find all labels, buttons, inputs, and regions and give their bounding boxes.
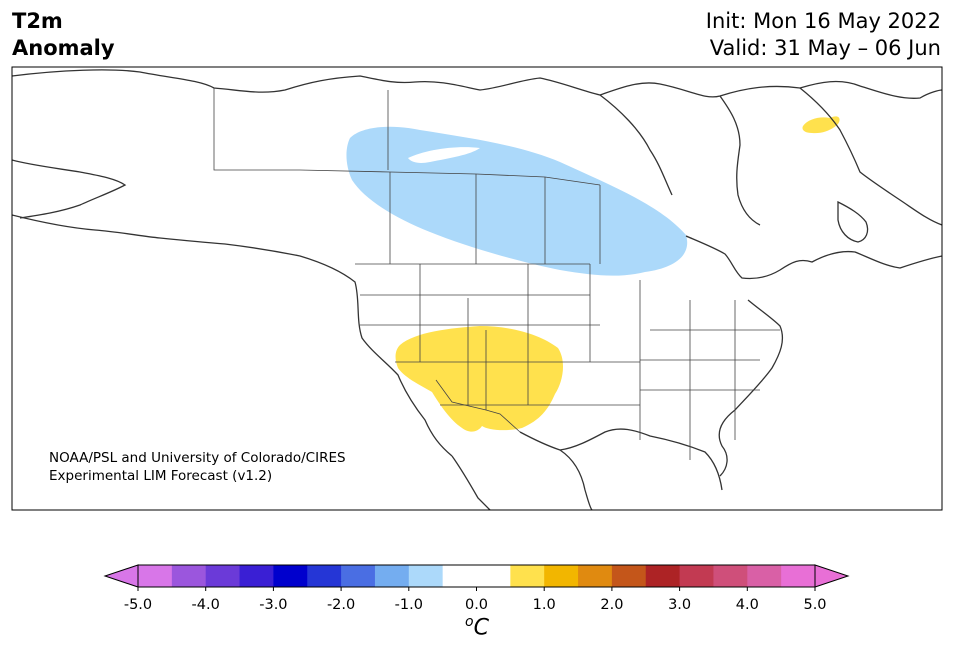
init-date: Init: Mon 16 May 2022 <box>705 9 941 33</box>
colorbar-segment <box>645 565 681 587</box>
colorbar-unit: oC <box>465 614 489 641</box>
colorbar-segment <box>442 565 477 587</box>
plot-title: T2m Anomaly <box>12 8 115 62</box>
colorbar-segment <box>578 565 613 587</box>
colorbar-tick-label: 5.0 <box>803 597 827 613</box>
colorbar-segment <box>611 565 647 587</box>
colorbar-segment <box>408 565 444 587</box>
forecast-dates: Init: Mon 16 May 2022 Valid: 31 May – 06… <box>706 8 941 62</box>
colorbar-tick-label: 3.0 <box>668 597 692 613</box>
colorbar-tick-label: -5.0 <box>123 597 153 613</box>
colorbar-segment <box>171 565 207 587</box>
colorbar-extend-high <box>814 564 850 588</box>
colorbar-segment <box>341 565 376 587</box>
colorbar-segment <box>138 565 173 587</box>
warm-anomaly-labrador <box>802 116 840 134</box>
credit-line1: NOAA/PSL and University of Colorado/CIRE… <box>49 450 346 466</box>
credit-line2: Experimental LIM Forecast (v1.2) <box>49 468 273 484</box>
cool-anomaly-hole <box>408 147 480 163</box>
map-frame <box>11 66 943 511</box>
colorbar-tick-label: 0.0 <box>464 597 489 613</box>
colorbar <box>103 564 850 591</box>
colorbar-tick-label: -4.0 <box>191 597 220 613</box>
colorbar-extend-low <box>103 564 139 588</box>
colorbar-segment <box>713 565 748 587</box>
colorbar-segment <box>476 565 511 587</box>
colorbar-segment <box>747 565 782 587</box>
credit-text: NOAA/PSL and University of Colorado/CIRE… <box>49 449 346 485</box>
colorbar-segment <box>307 565 342 587</box>
colorbar-tick-label: -3.0 <box>259 597 288 613</box>
colorbar-tick-label: -1.0 <box>394 597 423 613</box>
map-area <box>12 67 942 510</box>
colorbar-segment <box>679 565 714 587</box>
colorbar-tick-label: -2.0 <box>326 597 356 613</box>
valid-date: Valid: 31 May – 06 Jun <box>709 36 941 60</box>
colorbar-segment <box>239 565 274 587</box>
colorbar-segment <box>374 565 410 587</box>
cool-anomaly-region <box>346 126 688 276</box>
title-variable: T2m <box>12 9 63 33</box>
colorbar-segment <box>273 565 308 587</box>
title-anomaly: Anomaly <box>12 36 115 60</box>
colorbar-tick-label: 2.0 <box>600 597 624 613</box>
colorbar-segment <box>781 565 816 587</box>
colorbar-tick-label: 1.0 <box>532 597 556 613</box>
colorbar-segment <box>205 565 241 587</box>
colorbar-tick-label: 4.0 <box>735 597 759 613</box>
colorbar-segment <box>544 565 579 587</box>
colorbar-segment <box>510 565 545 587</box>
political-borders <box>213 88 780 460</box>
